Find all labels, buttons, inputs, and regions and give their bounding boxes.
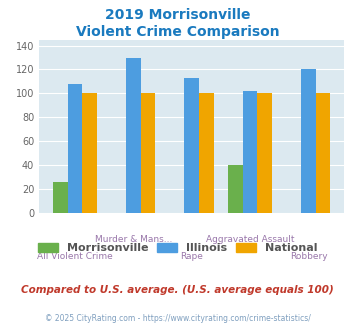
Bar: [82, 93, 97, 213]
Text: Violent Crime Comparison: Violent Crime Comparison: [76, 25, 279, 39]
Text: Murder & Mans...: Murder & Mans...: [94, 235, 172, 244]
Bar: [199, 93, 214, 213]
Text: © 2025 CityRating.com - https://www.cityrating.com/crime-statistics/: © 2025 CityRating.com - https://www.city…: [45, 314, 310, 323]
Bar: [257, 93, 272, 213]
Bar: [126, 57, 141, 213]
Text: Aggravated Assault: Aggravated Assault: [206, 235, 294, 244]
Bar: [141, 93, 155, 213]
Text: Robbery: Robbery: [290, 252, 327, 261]
Bar: [243, 91, 257, 213]
Bar: [67, 84, 82, 213]
Bar: [184, 78, 199, 213]
Text: Rape: Rape: [180, 252, 203, 261]
Text: 2019 Morrisonville: 2019 Morrisonville: [105, 8, 250, 22]
Bar: [228, 165, 243, 213]
Text: Compared to U.S. average. (U.S. average equals 100): Compared to U.S. average. (U.S. average …: [21, 285, 334, 295]
Bar: [53, 182, 67, 213]
Legend: Morrisonville, Illinois, National: Morrisonville, Illinois, National: [38, 243, 317, 253]
Text: All Violent Crime: All Violent Crime: [37, 252, 113, 261]
Bar: [301, 70, 316, 213]
Bar: [316, 93, 331, 213]
